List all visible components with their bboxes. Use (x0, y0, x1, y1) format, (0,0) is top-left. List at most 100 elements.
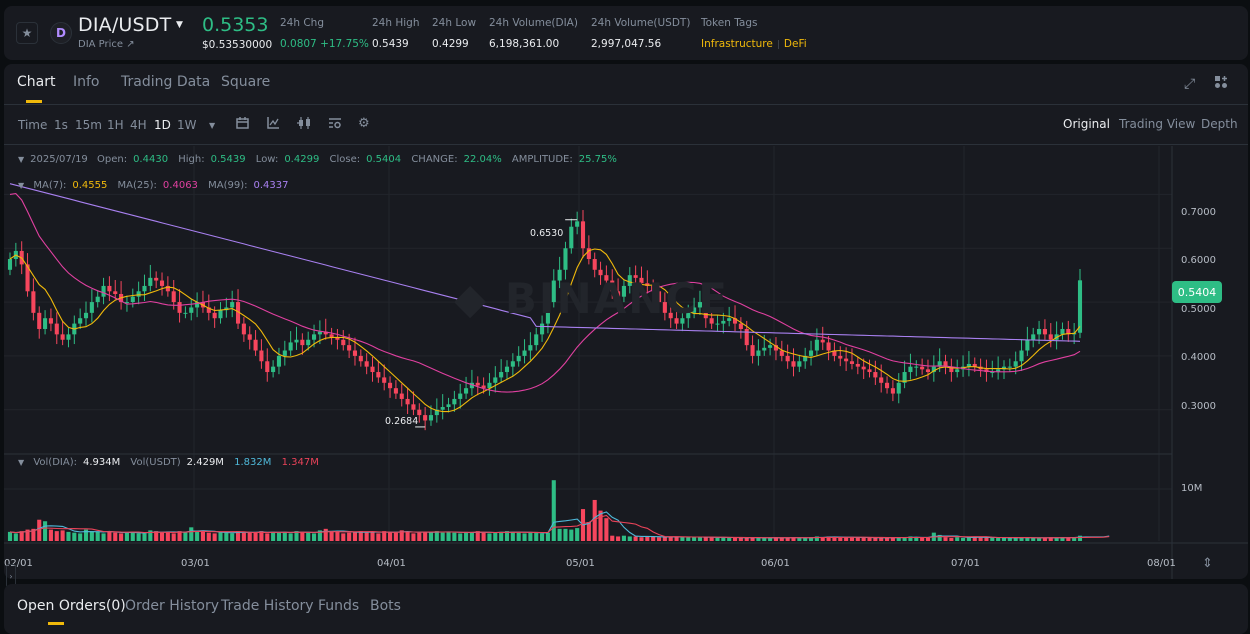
view-trading-view[interactable]: Trading View (1119, 117, 1196, 131)
ma-legend: ▼ MA(7): 0.4555 MA(25): 0.4063 MA(99): 0.43… (18, 180, 295, 191)
change-label: CHANGE: (411, 154, 458, 165)
close-label: Close: (329, 154, 361, 165)
ma7-label: MA(7): (33, 180, 67, 191)
change-value: 22.04% (463, 154, 502, 165)
tab-info[interactable]: Info (73, 74, 100, 90)
symbol-title[interactable]: DIA/USDT (78, 14, 172, 36)
vol-dia-value: 4.934M (82, 457, 121, 468)
collapse-caret-icon[interactable]: ▼ (18, 458, 25, 467)
interval-1d[interactable]: 1D (154, 118, 171, 132)
chart-toolbar: Time 1s 15m 1H 4H 1D 1W ▼ ⚙ Original Tra… (4, 105, 1248, 145)
interval-15m[interactable]: 15m (75, 118, 102, 132)
volume-legend: ▼ Vol(DIA): 4.934M Vol(USDT) 2.429M 1.832M… (18, 457, 326, 468)
indicators-icon[interactable] (267, 117, 280, 132)
last-price: 0.5353 (202, 14, 269, 36)
stat-label: 24h High (372, 17, 420, 29)
tab-chart[interactable]: Chart (17, 74, 56, 90)
vol-ma10-value: 1.347M (281, 457, 319, 468)
candlestick-chart[interactable] (4, 146, 1248, 579)
fit-axis-icon[interactable]: ⇕ (1202, 556, 1213, 571)
stat-label: 24h Volume(DIA) (489, 17, 578, 29)
tab-trading-data[interactable]: Trading Data (121, 74, 211, 90)
stat-label: 24h Volume(USDT) (591, 17, 691, 29)
stat-value: 0.0807 +17.75% (280, 38, 369, 50)
favorite-star-icon[interactable]: ★ (16, 22, 38, 44)
y-tick: 0.4000 (1181, 352, 1216, 363)
vol-usdt-label: Vol(USDT) (130, 457, 181, 468)
active-tab-indicator (48, 622, 64, 625)
x-tick: 03/01 (181, 558, 210, 569)
tag-defi[interactable]: DeFi (783, 38, 807, 50)
tab-trade-history[interactable]: Trade History (221, 598, 314, 614)
open-label: Open: (96, 154, 128, 165)
orders-panel: Open Orders(0) Order History Trade Histo… (4, 584, 1248, 634)
layout-widgets-icon[interactable] (1214, 74, 1228, 93)
settings-gear-icon[interactable]: ⚙ (358, 116, 370, 131)
dia-coin-icon: D (50, 22, 72, 44)
current-price-tag: 0.5404 (1172, 281, 1222, 303)
y-tick: 0.7000 (1181, 207, 1216, 218)
ma99-label: MA(99): (208, 180, 248, 191)
low-annotation: 0.2684 (385, 416, 419, 427)
more-intervals-caret-icon[interactable]: ▼ (209, 121, 216, 130)
chart-tabs: Chart Info Trading Data Square ⤢ (4, 64, 1248, 105)
expand-icon[interactable]: ⤢ (1184, 76, 1196, 92)
interval-1w[interactable]: 1W (177, 118, 197, 132)
stat-value: 2,997,047.56 (591, 38, 662, 50)
interval-time[interactable]: Time (18, 118, 48, 132)
stat-24h-high: 24h High 0.5439 (372, 17, 420, 50)
x-tick: 08/01 (1147, 558, 1176, 569)
symbol-dropdown-caret-icon[interactable]: ▼ (176, 20, 183, 30)
tab-order-history[interactable]: Order History (125, 598, 220, 614)
x-tick: 05/01 (566, 558, 595, 569)
y-tick: 0.6000 (1181, 255, 1216, 266)
x-tick: 07/01 (951, 558, 980, 569)
stat-value: 0.4299 (432, 38, 469, 50)
x-tick: 06/01 (761, 558, 790, 569)
active-tab-indicator (26, 100, 42, 103)
ticker-bar: ★ D DIA/USDT ▼ DIA Price ↗ 0.5353 $0.535… (4, 6, 1248, 60)
view-depth[interactable]: Depth (1201, 117, 1238, 131)
vol-y-tick: 10M (1181, 483, 1203, 494)
chart-settings-list-icon[interactable] (328, 117, 342, 132)
tab-bots[interactable]: Bots (370, 598, 401, 614)
binance-watermark: ◆ BINANCE (454, 274, 729, 323)
low-label: Low: (255, 154, 279, 165)
tab-funds[interactable]: Funds (318, 598, 360, 614)
tab-square[interactable]: Square (221, 74, 271, 90)
high-value: 0.5439 (210, 154, 246, 165)
legend-date: 2025/07/19 (30, 154, 88, 165)
high-annotation: 0.6530 (530, 228, 564, 239)
tab-open-orders[interactable]: Open Orders(0) (17, 598, 126, 614)
chart-panel: Chart Info Trading Data Square ⤢ Time 1s… (4, 64, 1248, 588)
ma25-label: MA(25): (117, 180, 157, 191)
interval-1h[interactable]: 1H (107, 118, 124, 132)
ma99-value: 0.4337 (253, 180, 289, 191)
stat-value: 0.5439 (372, 38, 409, 50)
last-price-usd: $0.53530000 (202, 39, 273, 51)
price-link[interactable]: DIA Price ↗ (78, 39, 135, 50)
vol-dia-label: Vol(DIA): (33, 457, 77, 468)
interval-1s[interactable]: 1s (54, 118, 68, 132)
y-tick: 0.3000 (1181, 401, 1216, 412)
tag-infrastructure[interactable]: Infrastructure (701, 38, 773, 50)
collapse-caret-icon[interactable]: ▼ (18, 155, 25, 164)
ma25-value: 0.4063 (162, 180, 198, 191)
ohlc-legend: ▼ 2025/07/19 Open: 0.4430 High: 0.5439 Low:… (18, 154, 624, 165)
vol-ma5-value: 1.832M (234, 457, 272, 468)
high-label: High: (178, 154, 205, 165)
stat-token-tags: Token Tags Infrastructure | DeFi (701, 17, 807, 50)
close-value: 0.5404 (366, 154, 402, 165)
low-value: 0.4299 (284, 154, 320, 165)
stat-value: 6,198,361.00 (489, 38, 560, 50)
vol-usdt-value: 2.429M (186, 457, 224, 468)
interval-4h[interactable]: 4H (130, 118, 147, 132)
view-original[interactable]: Original (1063, 117, 1110, 131)
stat-label: Token Tags (701, 17, 758, 29)
collapse-caret-icon[interactable]: ▼ (18, 181, 25, 190)
amplitude-label: AMPLITUDE: (511, 154, 573, 165)
stat-24h-volume-usdt: 24h Volume(USDT) 2,997,047.56 (591, 17, 690, 50)
calendar-icon[interactable] (236, 117, 249, 132)
x-tick: 04/01 (377, 558, 406, 569)
candle-type-icon[interactable] (297, 117, 312, 132)
